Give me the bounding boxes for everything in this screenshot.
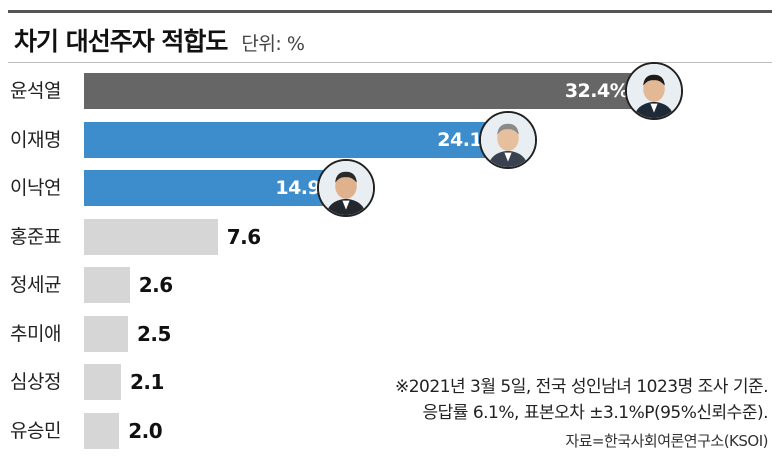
chart-header: 차기 대선주자 적합도 단위: % xyxy=(14,22,305,58)
value-label: 2.0 xyxy=(128,418,163,443)
survey-note-margin: 응답률 6.1%, 표본오차 ±3.1%P(95%신뢰수준). xyxy=(422,403,769,423)
category-label: 이재명 xyxy=(10,128,61,151)
category-label: 이낙연 xyxy=(10,177,61,199)
value-label: 2.6 xyxy=(138,273,173,297)
category-label: 심상정 xyxy=(10,371,61,393)
category-label: 홍준표 xyxy=(10,225,61,248)
category-label: 추미애 xyxy=(10,322,61,345)
category-label: 정세균 xyxy=(10,274,61,296)
survey-note: ※2021년 3월 5일, 전국 성인남녀 1023명 조사 기준. xyxy=(395,377,769,397)
value-label: 2.1 xyxy=(129,370,164,394)
header-divider xyxy=(8,62,772,63)
candidate-portrait-icon xyxy=(625,62,684,120)
candidate-portrait-icon xyxy=(479,110,538,169)
value-label: 32.4% xyxy=(564,80,629,102)
source-note: 자료=한국사회여론연구소(KSOI) xyxy=(565,432,768,450)
value-label: 14.9 xyxy=(275,177,321,199)
bar xyxy=(84,170,347,206)
value-label: 2.5 xyxy=(137,321,171,346)
candidate-portrait-icon xyxy=(317,159,376,217)
value-label: 24.1 xyxy=(437,128,483,151)
bar xyxy=(84,315,128,352)
unit-label: 단위: % xyxy=(241,33,305,55)
bar xyxy=(84,121,509,158)
bar xyxy=(84,364,121,400)
category-label: 유승민 xyxy=(10,419,61,442)
top-rule xyxy=(8,10,772,13)
category-label: 윤석열 xyxy=(10,80,61,102)
bar xyxy=(84,218,218,255)
chart-title: 차기 대선주자 적합도 xyxy=(14,27,228,56)
bar xyxy=(84,267,130,303)
bar xyxy=(84,412,120,449)
value-label: 7.6 xyxy=(226,224,261,249)
bar xyxy=(84,73,655,109)
